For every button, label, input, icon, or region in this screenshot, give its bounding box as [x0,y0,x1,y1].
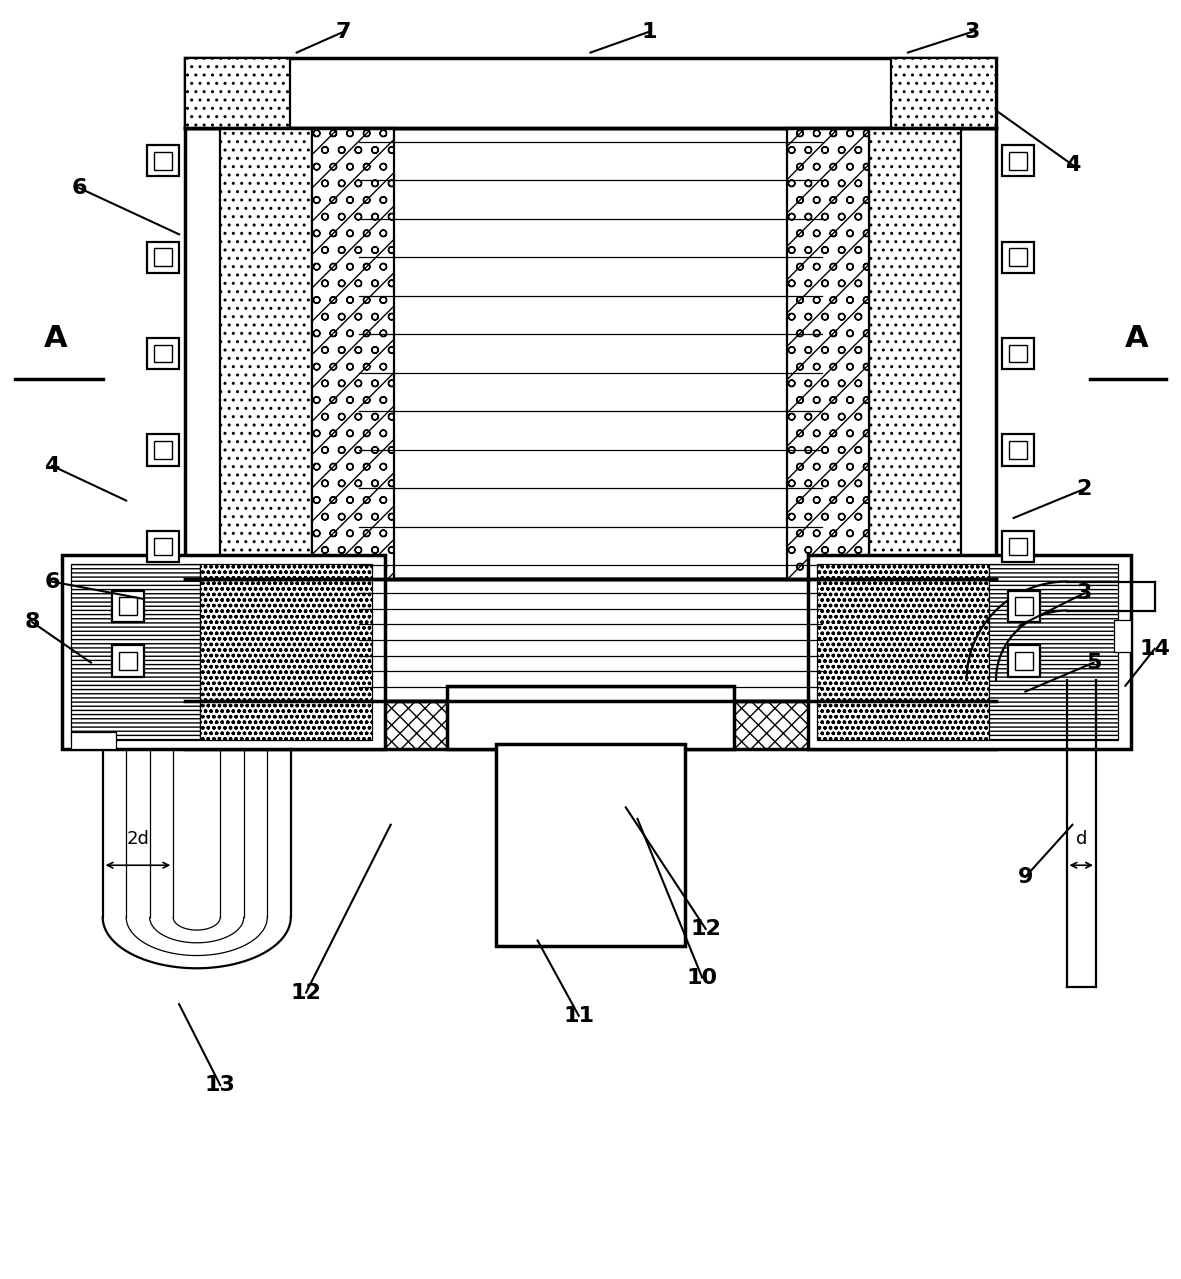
Text: 14: 14 [1140,638,1170,659]
Bar [155,152,172,170]
Bar [1001,146,1033,177]
Text: 2d: 2d [126,830,149,848]
Text: 6: 6 [45,572,60,592]
Bar [148,338,180,370]
Bar [822,585,869,694]
Bar [155,248,172,266]
Bar [155,441,172,459]
Bar [1014,597,1032,615]
Bar [1001,338,1033,370]
Bar [448,686,733,749]
Bar [71,732,116,749]
Bar [148,146,180,177]
Text: 3: 3 [965,22,980,42]
Bar [112,591,144,622]
Bar [890,59,996,128]
Text: 12: 12 [690,918,722,939]
Bar [817,564,988,741]
Bar [185,701,996,749]
Text: 13: 13 [204,1076,236,1095]
Bar [1039,573,1104,706]
Bar [1007,591,1039,622]
Bar [155,345,172,362]
Bar [1009,441,1026,459]
Bar [496,743,685,946]
Bar [220,128,312,579]
Text: 12: 12 [291,982,321,1003]
Bar [869,579,961,701]
Bar [71,564,201,741]
Bar [155,537,172,555]
Bar [185,128,996,579]
Bar [61,555,385,749]
Text: 4: 4 [45,455,60,476]
Bar [312,128,394,579]
Bar [148,242,180,272]
Bar [808,555,1131,749]
Text: A: A [1125,324,1149,353]
Text: 10: 10 [686,967,718,987]
Bar [201,564,372,741]
Bar [1001,242,1033,272]
Bar [1009,537,1026,555]
Text: 11: 11 [563,1005,594,1026]
Bar [148,531,180,561]
Bar [112,646,144,677]
Text: 3: 3 [1077,583,1092,604]
Bar [185,579,996,701]
Bar [869,128,961,579]
Text: 2: 2 [1077,480,1092,499]
Text: 4: 4 [1065,155,1081,175]
Bar [1007,646,1039,677]
Text: 9: 9 [1018,867,1033,886]
Bar [1001,531,1033,561]
Text: 8: 8 [25,613,40,632]
Bar [83,573,148,706]
Bar [1114,620,1131,652]
Bar [312,585,359,694]
Text: A: A [44,324,67,353]
Text: 6: 6 [71,178,87,198]
Bar [185,59,996,128]
Text: 7: 7 [335,22,352,42]
Bar [988,564,1118,741]
Bar [148,435,180,466]
Bar [1009,152,1026,170]
Bar [220,579,312,701]
Bar [1001,435,1033,466]
Text: 1: 1 [641,22,657,42]
Bar [119,652,137,670]
Bar [1009,345,1026,362]
Text: d: d [1076,830,1087,848]
Bar [1014,652,1032,670]
Bar [185,59,291,128]
Bar [787,128,869,579]
Text: 5: 5 [1085,652,1101,673]
Bar [119,597,137,615]
Bar [1009,248,1026,266]
